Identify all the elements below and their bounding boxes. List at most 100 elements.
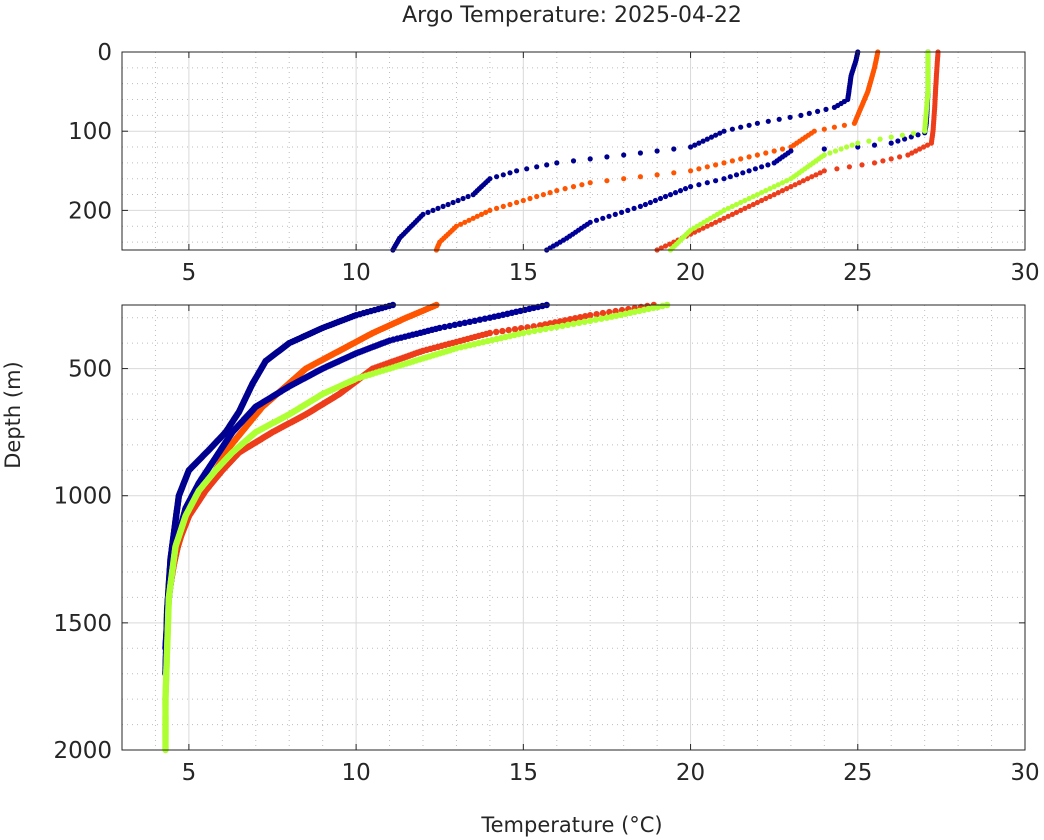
upper-plot-area: [121, 51, 1026, 251]
data-point: [909, 150, 915, 156]
data-point: [579, 182, 585, 188]
data-point: [729, 158, 736, 164]
data-point: [500, 203, 506, 209]
data-point: [905, 152, 911, 158]
data-point: [767, 193, 773, 200]
data-point: [821, 168, 827, 174]
data-point: [717, 217, 723, 223]
data-point: [725, 205, 731, 211]
data-point: [738, 124, 744, 130]
data-point: [672, 190, 679, 196]
data-point: [593, 217, 600, 223]
data-point: [771, 184, 777, 190]
data-point: [713, 162, 719, 168]
data-point: [754, 152, 761, 158]
data-point: [662, 243, 669, 249]
series-profile_1: [390, 49, 861, 253]
data-point: [696, 227, 702, 233]
data-point: [514, 199, 520, 206]
data-point: [612, 211, 618, 217]
data-point: [765, 118, 771, 124]
data-point: [671, 170, 677, 176]
data-point: [524, 166, 530, 172]
data-point: [455, 197, 461, 204]
x-tick-label: 30: [1010, 260, 1039, 286]
data-point: [815, 108, 821, 114]
data-point: [465, 193, 471, 200]
data-point: [779, 188, 786, 194]
data-point: [525, 328, 533, 336]
data-point: [440, 203, 446, 209]
lower-data-points: [162, 301, 671, 754]
data-point: [704, 223, 710, 229]
data-point: [771, 160, 777, 166]
data-point: [849, 142, 855, 148]
data-point: [692, 142, 698, 148]
x-tick-label: 10: [341, 260, 370, 286]
data-point: [733, 172, 740, 178]
data-point: [599, 309, 607, 317]
data-point: [746, 154, 752, 160]
data-point: [462, 219, 468, 225]
data-point: [604, 178, 610, 184]
data-point: [775, 182, 781, 188]
data-point: [788, 176, 794, 182]
data-point: [642, 201, 649, 208]
data-point: [688, 184, 694, 190]
data-point: [832, 148, 839, 154]
data-point: [921, 144, 927, 150]
data-point: [831, 124, 838, 130]
data-point: [740, 170, 746, 176]
data-point: [499, 327, 506, 335]
data-point: [763, 150, 769, 156]
x-tick-label: 25: [843, 760, 872, 786]
data-point: [888, 140, 894, 146]
data-point: [855, 144, 861, 150]
lower-axes-box: [121, 304, 1026, 751]
data-point: [471, 317, 478, 324]
data-point: [746, 168, 752, 174]
data-point: [788, 144, 794, 150]
data-point: [470, 215, 476, 221]
data-point: [487, 207, 493, 213]
data-point: [572, 315, 579, 322]
data-point: [553, 323, 560, 331]
data-point: [450, 199, 456, 206]
data-point: [562, 186, 568, 192]
data-point: [476, 316, 484, 323]
data-point: [759, 164, 765, 170]
data-point: [851, 120, 858, 126]
data-point: [788, 184, 794, 190]
data-point: [763, 195, 769, 202]
data-point: [507, 201, 513, 208]
data-point: [531, 327, 538, 335]
data-point: [871, 142, 878, 148]
data-point: [692, 229, 698, 235]
data-point: [754, 199, 761, 206]
y-tick-label: 500: [68, 357, 112, 383]
data-point: [765, 162, 771, 168]
series-profile_5: [162, 301, 671, 754]
data-point: [775, 190, 781, 196]
data-point: [621, 152, 627, 158]
data-point: [895, 138, 901, 144]
data-point: [880, 158, 886, 164]
data-point: [767, 186, 773, 192]
data-point: [779, 180, 786, 186]
data-point: [534, 164, 540, 170]
x-tick-label: 5: [182, 260, 197, 286]
series-profile_5: [667, 49, 931, 253]
x-tick-label: 25: [843, 260, 872, 286]
data-point: [637, 174, 644, 180]
data-point: [721, 215, 727, 221]
data-point: [470, 192, 476, 198]
data-point: [827, 150, 833, 156]
data-point: [738, 156, 744, 162]
data-point: [658, 245, 664, 251]
data-point: [654, 172, 660, 178]
data-point: [606, 213, 612, 219]
data-point: [821, 146, 827, 152]
data-point: [598, 315, 605, 322]
data-point: [738, 199, 744, 206]
data-point: [587, 156, 593, 162]
